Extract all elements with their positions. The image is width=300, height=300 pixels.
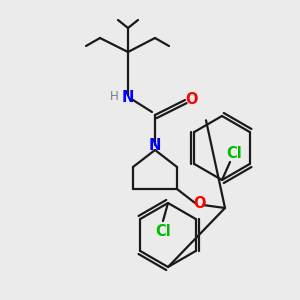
- Text: H: H: [110, 91, 118, 103]
- Text: O: O: [186, 92, 198, 107]
- Text: Cl: Cl: [226, 146, 242, 161]
- Text: O: O: [193, 196, 205, 211]
- Text: N: N: [149, 137, 161, 152]
- Text: N: N: [122, 89, 134, 104]
- Text: Cl: Cl: [155, 224, 171, 238]
